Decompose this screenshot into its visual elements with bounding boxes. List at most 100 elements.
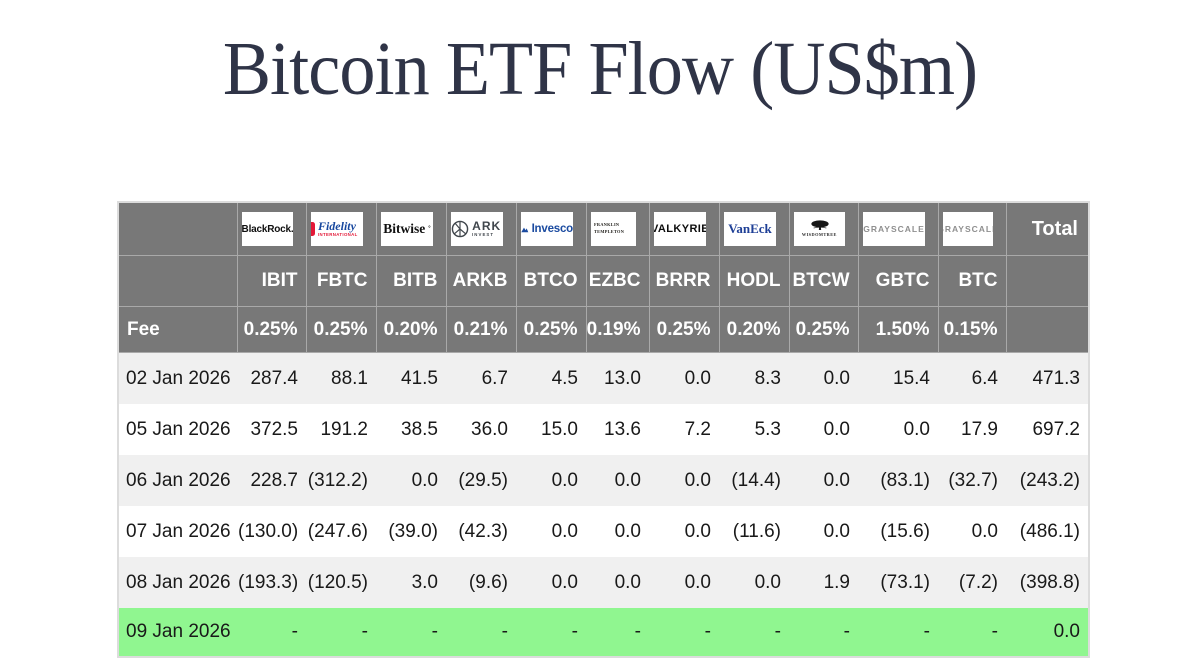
franklin-templeton-logo: FRANKLIN TEMPLETON bbox=[591, 212, 636, 246]
total-value-cell: 471.3 bbox=[1006, 352, 1089, 404]
value-cell: 15.4 bbox=[858, 352, 938, 404]
ticker-cell: BITB bbox=[375, 255, 447, 307]
value-cell: - bbox=[306, 608, 376, 657]
value-cell: 228.7 bbox=[237, 455, 306, 506]
grayscale-logo: GRAYSCALE bbox=[943, 212, 993, 246]
value-cell: - bbox=[649, 608, 719, 657]
fee-cell: 0.25% bbox=[648, 306, 720, 353]
date-cell: 08 Jan 2026 bbox=[118, 557, 237, 608]
fee-cell: 0.19% bbox=[585, 306, 650, 353]
value-cell: 88.1 bbox=[306, 352, 376, 404]
trademark-mark: ° bbox=[428, 226, 431, 232]
valkyrie-wordmark: VALKYRIE bbox=[654, 223, 706, 235]
value-cell: 4.5 bbox=[516, 352, 586, 404]
value-cell: 13.6 bbox=[586, 404, 649, 455]
ticker-cell: BTCO bbox=[515, 255, 587, 307]
value-cell: (15.6) bbox=[858, 506, 938, 557]
ticker-cell: IBIT bbox=[236, 255, 307, 307]
total-value-cell: (398.8) bbox=[1006, 557, 1089, 608]
bitwise-logo: Bitwise ° bbox=[381, 212, 433, 246]
ticker-empty-cell bbox=[117, 255, 238, 307]
fee-cell: 0.25% bbox=[236, 306, 307, 353]
page-title: Bitcoin ETF Flow (US$m) bbox=[222, 27, 978, 111]
grayscale-wordmark: GRAYSCALE bbox=[943, 224, 993, 234]
fee-cell: 0.25% bbox=[788, 306, 859, 353]
ticker-cell: HODL bbox=[718, 255, 790, 307]
table-row: 06 Jan 2026 228.7 (312.2) 0.0 (29.5) 0.0… bbox=[118, 455, 1089, 506]
date-cell: 07 Jan 2026 bbox=[118, 506, 237, 557]
value-cell: 0.0 bbox=[586, 557, 649, 608]
value-cell: (7.2) bbox=[938, 557, 1006, 608]
table-row: 08 Jan 2026 (193.3) (120.5) 3.0 (9.6) 0.… bbox=[118, 557, 1089, 608]
value-cell: 0.0 bbox=[516, 506, 586, 557]
value-cell: - bbox=[586, 608, 649, 657]
value-cell: 191.2 bbox=[306, 404, 376, 455]
invesco-logo: Invesco bbox=[521, 212, 573, 246]
value-cell: 0.0 bbox=[516, 455, 586, 506]
grayscale-logo: GRAYSCALE bbox=[863, 212, 925, 246]
value-cell: (39.0) bbox=[376, 506, 446, 557]
value-cell: (14.4) bbox=[719, 455, 789, 506]
fee-cell: 0.21% bbox=[445, 306, 517, 353]
value-cell: 0.0 bbox=[858, 404, 938, 455]
ticker-cell: FBTC bbox=[305, 255, 377, 307]
value-cell: 5.3 bbox=[719, 404, 789, 455]
table-row: 02 Jan 2026 287.4 88.1 41.5 6.7 4.5 13.0… bbox=[118, 352, 1089, 404]
etf-flow-table: BlackRock. ƒ Fidelity INTERNATIONAL Bitw… bbox=[117, 201, 1090, 658]
value-cell: - bbox=[719, 608, 789, 657]
value-cell: - bbox=[516, 608, 586, 657]
date-cell: 09 Jan 2026 bbox=[118, 608, 237, 657]
franklin-line1: FRANKLIN bbox=[594, 223, 620, 228]
value-cell: (83.1) bbox=[858, 455, 938, 506]
value-cell: (247.6) bbox=[306, 506, 376, 557]
value-cell: (120.5) bbox=[306, 557, 376, 608]
wisdomtree-wordmark-block: WISDOMTREE bbox=[795, 220, 844, 239]
total-value-cell: (243.2) bbox=[1006, 455, 1089, 506]
table-row: 05 Jan 2026 372.5 191.2 38.5 36.0 15.0 1… bbox=[118, 404, 1089, 455]
fee-empty-cell bbox=[1005, 306, 1090, 353]
total-value-cell: 0.0 bbox=[1006, 608, 1089, 657]
value-cell: 0.0 bbox=[789, 404, 858, 455]
fee-label-cell: Fee bbox=[117, 306, 238, 353]
fee-cell: 1.50% bbox=[857, 306, 939, 353]
fidelity-wordmark: Fidelity bbox=[317, 218, 356, 233]
bitwise-wordmark: Bitwise bbox=[383, 221, 426, 236]
vaneck-wordmark: VanEck bbox=[728, 221, 772, 236]
value-cell: - bbox=[376, 608, 446, 657]
ark-invest-logo: ARK INVEST bbox=[451, 212, 503, 246]
value-cell: 0.0 bbox=[719, 557, 789, 608]
logo-empty-cell bbox=[117, 201, 238, 256]
value-cell: 1.9 bbox=[789, 557, 858, 608]
value-cell: - bbox=[237, 608, 306, 657]
ticker-cell: BTCW bbox=[788, 255, 859, 307]
franklin-wordmark-block: FRANKLIN TEMPLETON bbox=[594, 222, 636, 235]
value-cell: 0.0 bbox=[789, 352, 858, 404]
ticker-empty-cell bbox=[1005, 255, 1090, 307]
fee-cell: 0.25% bbox=[305, 306, 377, 353]
table-row: 07 Jan 2026 (130.0) (247.6) (39.0) (42.3… bbox=[118, 506, 1089, 557]
blackrock-wordmark: BlackRock. bbox=[242, 223, 293, 235]
value-cell: (9.6) bbox=[446, 557, 516, 608]
date-cell: 06 Jan 2026 bbox=[118, 455, 237, 506]
value-cell: (73.1) bbox=[858, 557, 938, 608]
value-cell: 0.0 bbox=[649, 557, 719, 608]
ticker-cell: ARKB bbox=[445, 255, 517, 307]
value-cell: 36.0 bbox=[446, 404, 516, 455]
fee-cell: 0.25% bbox=[515, 306, 587, 353]
wisdomtree-logo: WISDOMTREE bbox=[794, 212, 845, 246]
value-cell: - bbox=[938, 608, 1006, 657]
date-cell: 02 Jan 2026 bbox=[118, 352, 237, 404]
fidelity-wordmark-block: Fidelity INTERNATIONAL bbox=[318, 220, 363, 239]
value-cell: 13.0 bbox=[586, 352, 649, 404]
wisdomtree-wordmark: WISDOMTREE bbox=[801, 232, 838, 237]
value-cell: 38.5 bbox=[376, 404, 446, 455]
fidelity-icon: ƒ bbox=[311, 222, 315, 236]
fee-cell: 0.20% bbox=[375, 306, 447, 353]
value-cell: 0.0 bbox=[649, 506, 719, 557]
value-cell: 6.7 bbox=[446, 352, 516, 404]
value-cell: 17.9 bbox=[938, 404, 1006, 455]
value-cell: 0.0 bbox=[376, 455, 446, 506]
total-value-cell: (486.1) bbox=[1006, 506, 1089, 557]
value-cell: 8.3 bbox=[719, 352, 789, 404]
ark-subtext: INVEST bbox=[472, 232, 495, 237]
